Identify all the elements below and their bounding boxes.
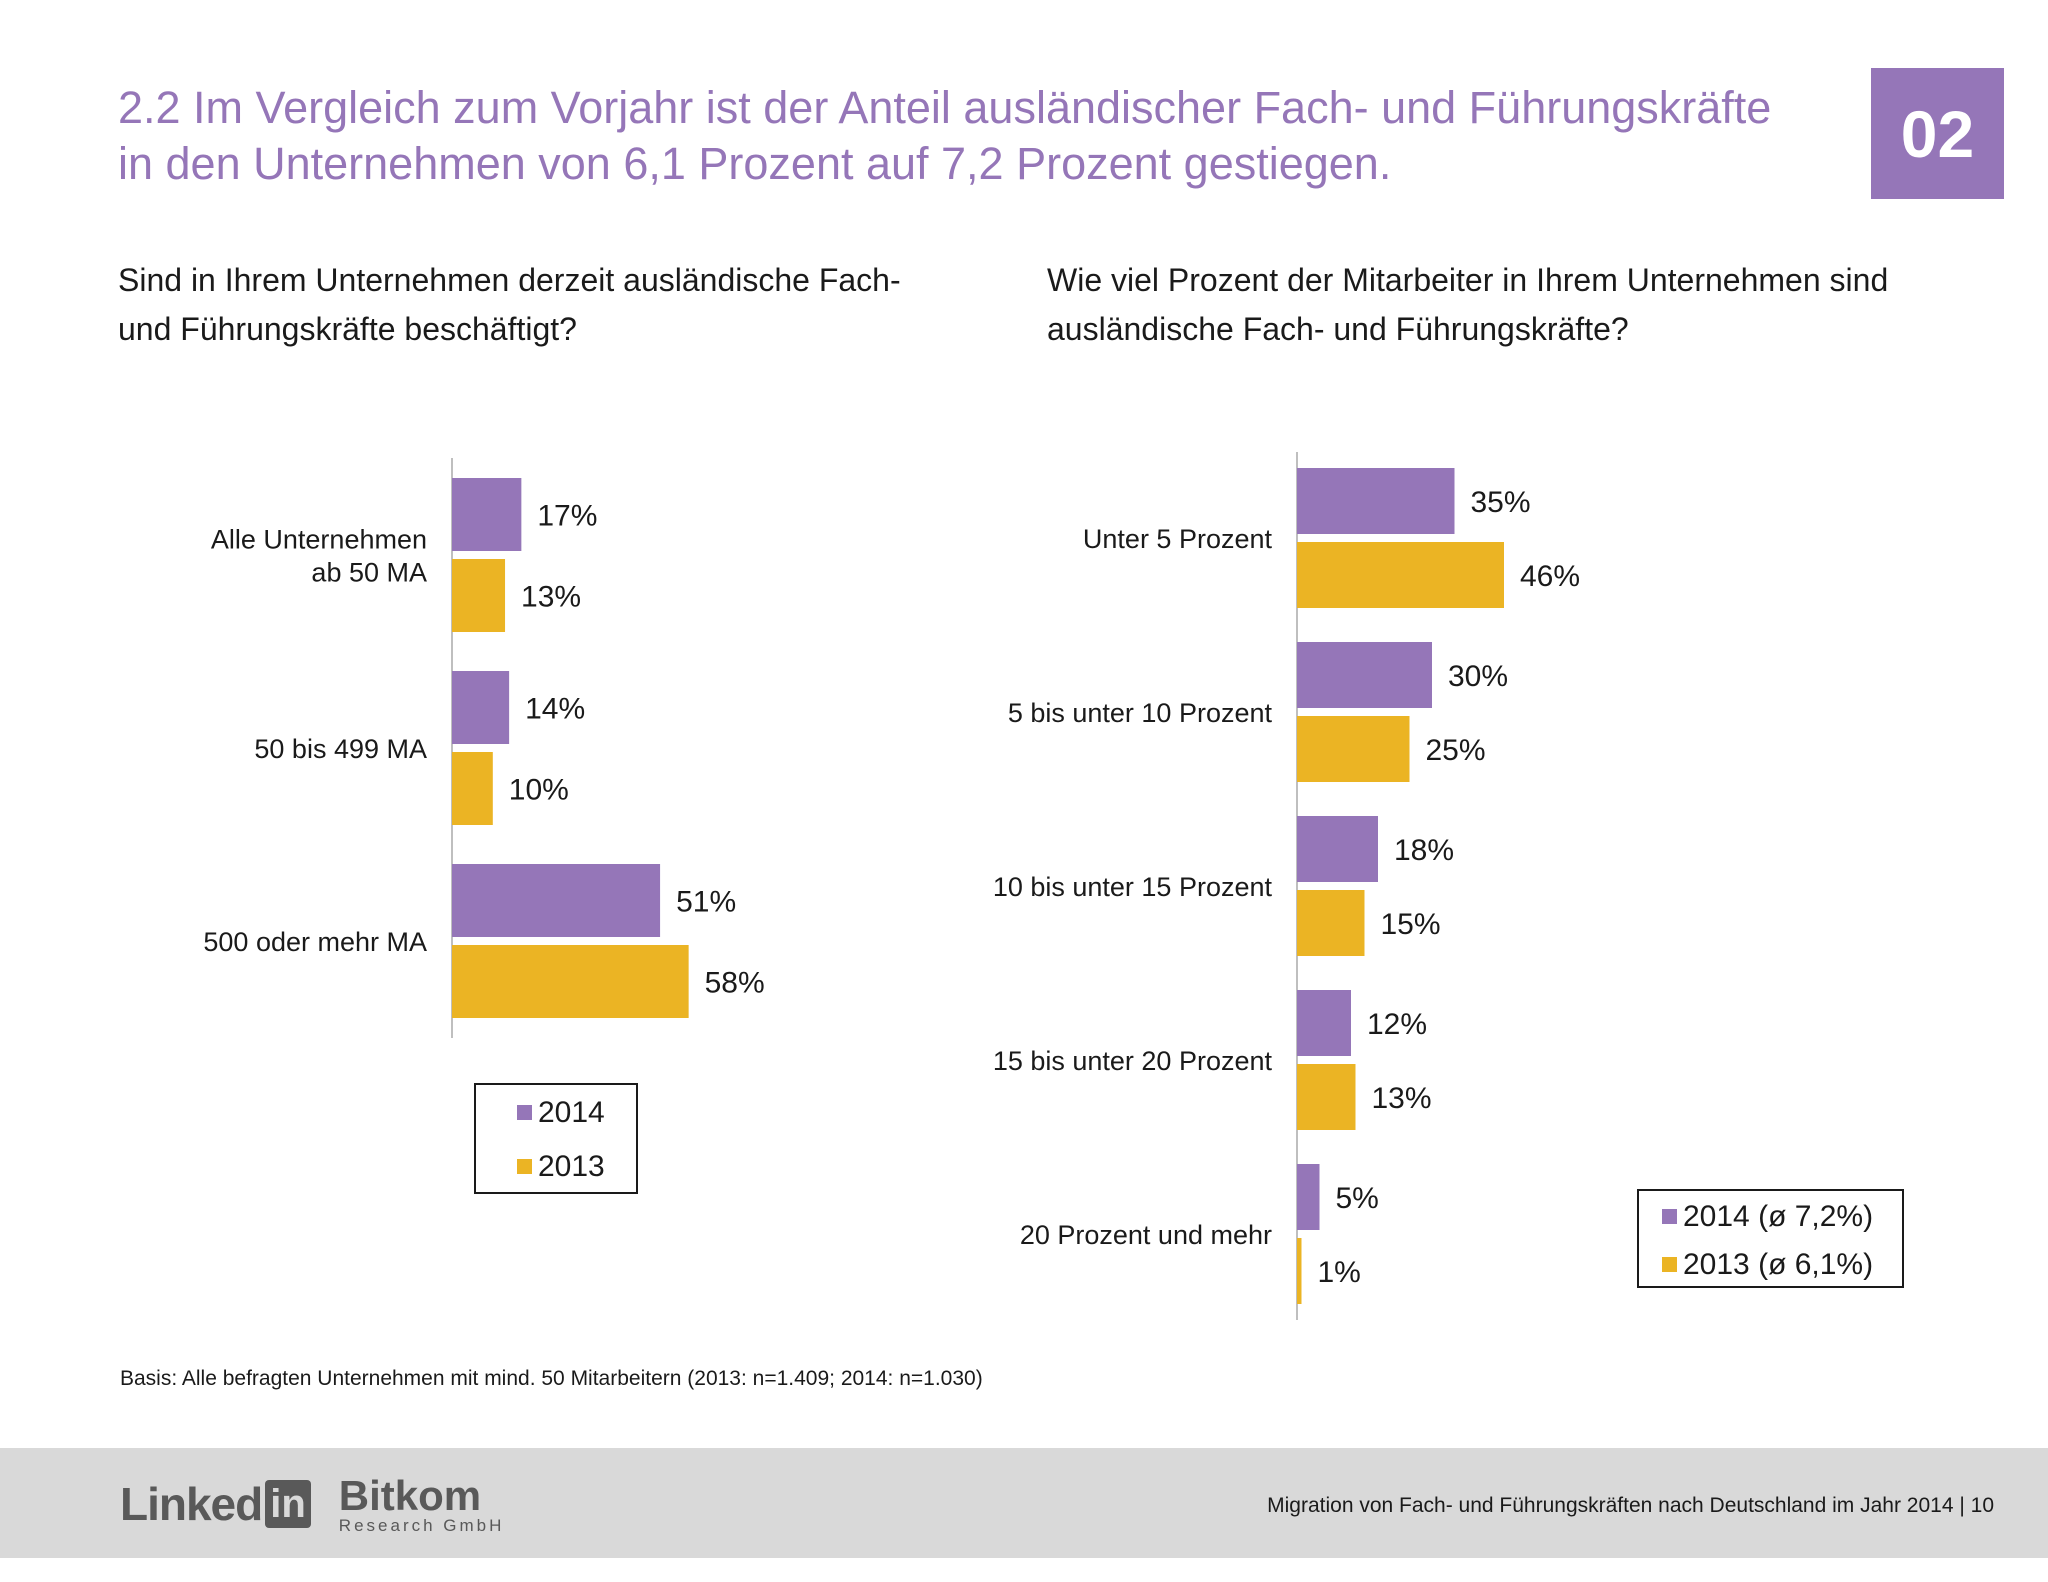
page-title: 2.2 Im Vergleich zum Vorjahr ist der Ant… (118, 82, 1772, 189)
bar-2014 (1297, 642, 1432, 708)
category-label: 5 bis unter 10 Prozent (1008, 698, 1273, 728)
bar-2013 (1297, 1064, 1356, 1130)
data-label: 58% (705, 967, 765, 1000)
data-label: 13% (521, 581, 581, 614)
category-label: Unter 5 Prozent (1083, 524, 1273, 554)
bitkom-logo-sub: Research GmbH (338, 1515, 505, 1535)
legend-swatch (1662, 1257, 1677, 1272)
legend-label: 2014 (538, 1096, 605, 1129)
linkedin-logo-text: Linked (120, 1478, 263, 1530)
bar-2013 (452, 752, 493, 825)
bar-2013 (1297, 1238, 1302, 1304)
category-label: 10 bis unter 15 Prozent (993, 872, 1273, 902)
data-label: 1% (1318, 1256, 1361, 1289)
data-label: 14% (525, 693, 585, 726)
bar-2014 (1297, 1164, 1320, 1230)
category-label: Alle Unternehmen (211, 525, 427, 555)
bitkom-logo-name: Bitkom (338, 1471, 482, 1519)
right-chart-title: Wie viel Prozent der Mitarbeiter in Ihre… (1047, 262, 1889, 347)
legend-swatch (1662, 1209, 1677, 1224)
legend-box (474, 1083, 638, 1194)
data-label: 5% (1336, 1182, 1379, 1215)
legend-swatch (517, 1159, 532, 1174)
footer-text: Migration von Fach- und Führungskräften … (1267, 1494, 1994, 1517)
category-label: 500 oder mehr MA (203, 927, 427, 957)
data-label: 15% (1381, 908, 1441, 941)
legend-label: 2014 (ø 7,2%) (1683, 1200, 1873, 1233)
legend-swatch (517, 1105, 532, 1120)
data-label: 46% (1520, 560, 1580, 593)
data-label: 18% (1394, 834, 1454, 867)
data-label: 35% (1471, 486, 1531, 519)
data-label: 10% (509, 774, 569, 807)
legend-box (1637, 1189, 1904, 1288)
bar-2013 (452, 559, 506, 632)
bar-2013 (1297, 542, 1504, 608)
data-label: 13% (1372, 1082, 1432, 1115)
category-label: ab 50 MA (311, 558, 427, 588)
category-label: 50 bis 499 MA (254, 734, 427, 764)
logos: Linked in Bitkom Research GmbH (120, 1472, 504, 1536)
legend-label: 2013 (538, 1150, 605, 1183)
data-label: 30% (1448, 660, 1508, 693)
left-chart-title: Sind in Ihrem Unternehmen derzeit auslän… (118, 262, 901, 347)
data-label: 17% (537, 500, 597, 533)
bar-2013 (452, 945, 689, 1018)
bar-2014 (452, 478, 522, 551)
legend-label: 2013 (ø 6,1%) (1683, 1248, 1873, 1281)
bar-2013 (1297, 890, 1365, 956)
linkedin-logo-in: in (265, 1480, 311, 1528)
data-label: 25% (1426, 734, 1486, 767)
data-label: 51% (676, 886, 736, 919)
footer-bar: Linked in Bitkom Research GmbH Migration … (0, 1448, 2048, 1558)
category-label: 20 Prozent und mehr (1020, 1220, 1272, 1250)
bitkom-logo: Bitkom Research GmbH (338, 1471, 505, 1535)
data-label: 12% (1367, 1008, 1427, 1041)
bar-2014 (1297, 816, 1378, 882)
category-label: 15 bis unter 20 Prozent (993, 1046, 1273, 1076)
bar-2013 (1297, 716, 1410, 782)
bar-2014 (452, 864, 661, 937)
chapter-badge: 02 (1871, 68, 2004, 199)
bar-2014 (1297, 468, 1455, 534)
bar-2014 (452, 671, 510, 744)
footnote: Basis: Alle befragten Unternehmen mit mi… (120, 1367, 983, 1390)
bar-2014 (1297, 990, 1351, 1056)
